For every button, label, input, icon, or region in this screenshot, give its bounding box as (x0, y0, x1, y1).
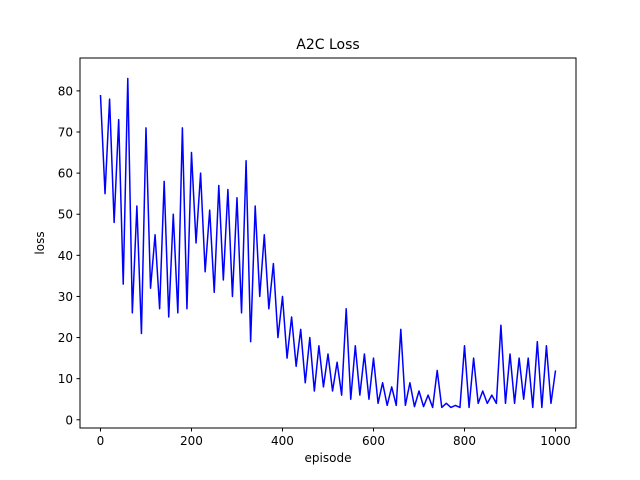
x-tick-label: 0 (97, 434, 105, 448)
plot-layer (99, 77, 557, 409)
x-tick-label: 1000 (540, 434, 571, 448)
y-tick-label: 80 (58, 84, 73, 98)
y-tick-label: 50 (58, 208, 73, 222)
y-tick-label: 60 (58, 167, 73, 181)
x-axis-ticks: 0 200 400 600 800 1000 (97, 428, 571, 448)
x-tick-label: 600 (362, 434, 385, 448)
y-tick-label: 70 (58, 126, 73, 140)
chart-title: A2C Loss (296, 37, 359, 53)
axes-frame (79, 57, 577, 429)
y-tick-label: 0 (65, 413, 73, 427)
y-tick-label: 40 (58, 249, 73, 263)
y-tick-label: 30 (58, 290, 73, 304)
y-axis-ticks: 0 10 20 30 40 50 60 70 80 (58, 84, 80, 427)
x-axis-title: episode (305, 451, 352, 465)
series-line-0 (99, 77, 557, 409)
x-tick-label: 400 (271, 434, 294, 448)
y-tick-label: 20 (58, 331, 73, 345)
y-tick-label: 10 (58, 372, 73, 386)
x-tick-label: 200 (180, 434, 203, 448)
x-tick-label: 800 (453, 434, 476, 448)
y-axis-title: loss (33, 231, 47, 254)
